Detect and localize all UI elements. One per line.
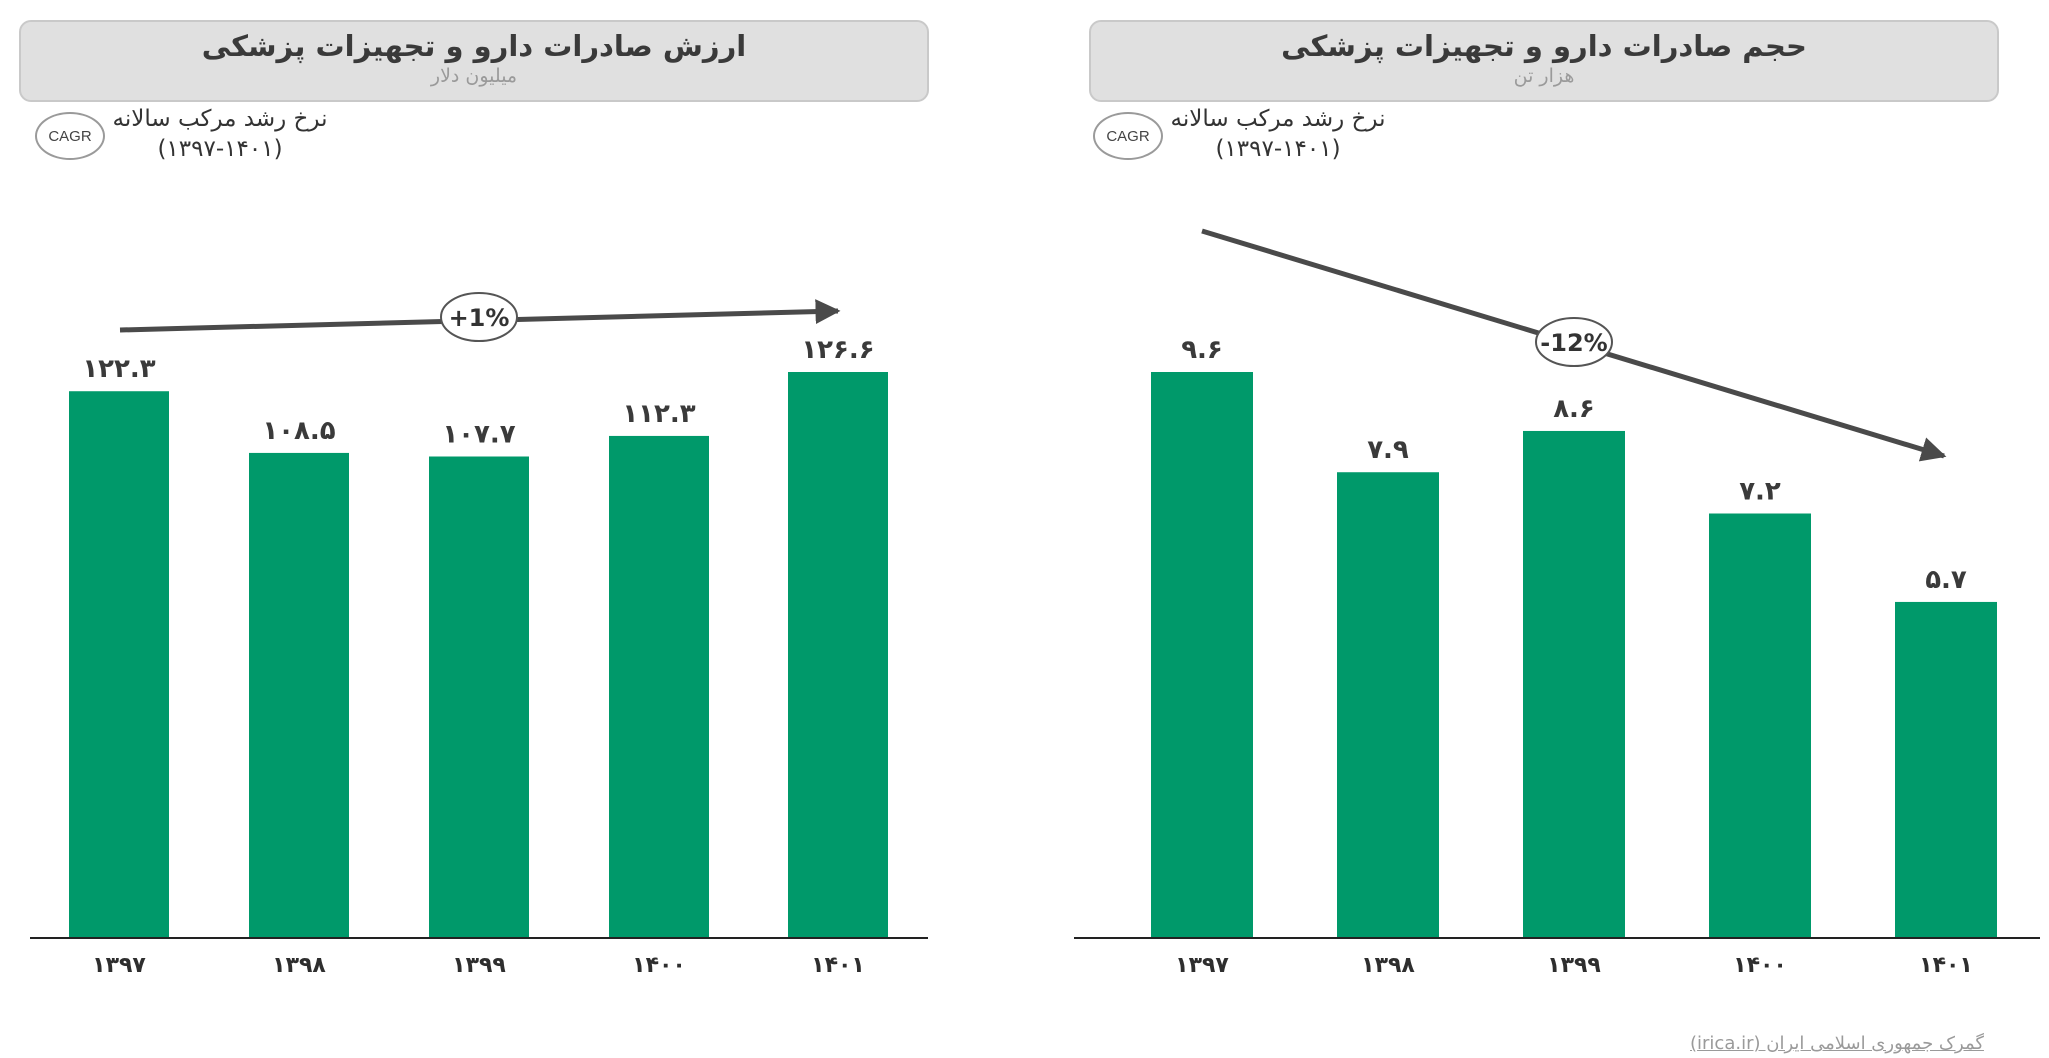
left-value-label-4: ۱۲۶.۶ xyxy=(801,335,874,365)
left-value-label-1: ۱۰۸.۵ xyxy=(262,416,335,446)
right-bar-1 xyxy=(1337,472,1439,938)
left-value-label-3: ۱۱۲.۳ xyxy=(622,399,695,429)
right-cagr-value-pill xyxy=(1535,317,1613,367)
right-x-tick-4: ۱۴۰۱ xyxy=(1919,953,1973,978)
left-value-label-2: ۱۰۷.۷ xyxy=(442,419,515,449)
right-x-tick-2: ۱۳۹۹ xyxy=(1547,953,1601,978)
left-x-tick-2: ۱۳۹۹ xyxy=(452,953,506,978)
right-value-label-3: ۷.۲ xyxy=(1739,477,1781,507)
left-x-tick-3: ۱۴۰۰ xyxy=(632,953,686,978)
left-bar-1 xyxy=(249,452,349,938)
left-cagr-value-pill xyxy=(440,292,518,342)
left-bar-3 xyxy=(609,435,709,938)
right-value-label-1: ۷.۹ xyxy=(1367,435,1409,465)
right-x-tick-3: ۱۴۰۰ xyxy=(1733,953,1787,978)
right-x-tick-0: ۱۳۹۷ xyxy=(1175,953,1229,978)
right-bar-3 xyxy=(1709,513,1811,938)
left-chart-header: ارزش صادرات دارو و تجهیزات پزشکی میلیون … xyxy=(19,20,929,102)
right-value-label-0: ۹.۶ xyxy=(1181,335,1223,365)
left-bar-2 xyxy=(429,456,529,938)
right-chart-title: حجم صادرات دارو و تجهیزات پزشکی xyxy=(1281,29,1807,63)
right-cagr-badge: CAGR xyxy=(1093,112,1163,160)
left-bar-4 xyxy=(788,372,888,938)
source-link[interactable]: گمرک جمهوری اسلامی ایران (irica.ir) xyxy=(1690,1033,1984,1054)
left-x-tick-0: ۱۳۹۷ xyxy=(92,953,146,978)
right-cagr-title: نرخ رشد مرکب سالانه xyxy=(1170,106,1386,132)
right-cagr-label: نرخ رشد مرکب سالانه (۱۳۹۷-۱۴۰۱) xyxy=(1163,104,1393,164)
right-bar-0 xyxy=(1151,372,1253,938)
right-bar-4 xyxy=(1895,601,1997,938)
left-x-tick-1: ۱۳۹۸ xyxy=(272,953,326,978)
left-chart-title: ارزش صادرات دارو و تجهیزات پزشکی xyxy=(201,29,747,63)
left-cagr-period: (۱۳۹۷-۱۴۰۱) xyxy=(157,136,283,162)
right-chart-subtitle: هزار تن xyxy=(1513,65,1575,87)
right-value-label-2: ۸.۶ xyxy=(1553,394,1595,424)
left-bar-0 xyxy=(69,391,169,938)
left-bar-chart: ۱۲۲.۳ ۱۳۹۷ ۱۰۸.۵ ۱۳۹۸ ۱۰۷.۷ ۱۳۹۹ ۱۱۲.۳ ۱۴۰۰ ۱۲۶.… xyxy=(30,292,928,978)
right-value-label-4: ۵.۷ xyxy=(1925,565,1967,595)
left-cagr-label: نرخ رشد مرکب سالانه (۱۳۹۷-۱۴۰۱) xyxy=(105,104,335,164)
right-x-tick-1: ۱۳۹۸ xyxy=(1361,953,1415,978)
right-chart-header: حجم صادرات دارو و تجهیزات پزشکی هزار تن xyxy=(1089,20,1999,102)
left-cagr-value: +1% xyxy=(449,304,510,332)
left-chart-subtitle: میلیون دلار xyxy=(430,65,518,87)
left-cagr-title: نرخ رشد مرکب سالانه xyxy=(112,106,328,132)
right-bar-chart: ۹.۶ ۱۳۹۷ ۷.۹ ۱۳۹۸ ۸.۶ ۱۳۹۹ ۷.۲ ۱۴۰۰ ۵.۷ ۱۴۰۱ -12% xyxy=(1074,228,2040,978)
right-cagr-period: (۱۳۹۷-۱۴۰۱) xyxy=(1215,136,1341,162)
right-bar-2 xyxy=(1523,430,1625,938)
left-value-label-0: ۱۲۲.۳ xyxy=(82,354,155,384)
left-cagr-badge: CAGR xyxy=(35,112,105,160)
left-x-tick-4: ۱۴۰۱ xyxy=(811,953,865,978)
right-cagr-value: -12% xyxy=(1540,329,1607,357)
